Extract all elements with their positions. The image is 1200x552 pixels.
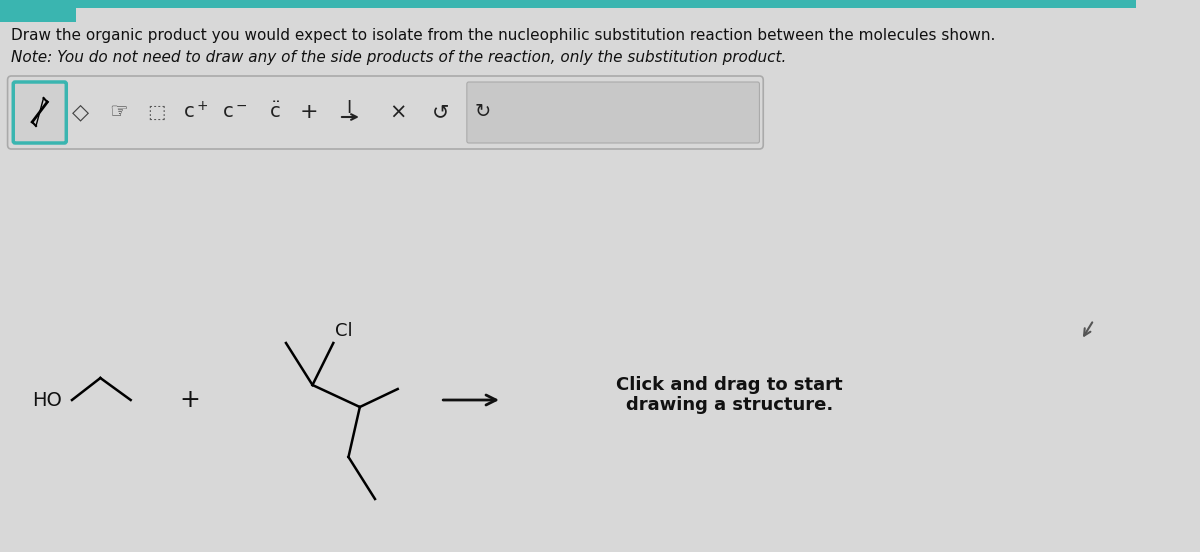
FancyBboxPatch shape (467, 82, 760, 143)
Text: Cl: Cl (335, 322, 353, 340)
Text: Draw the organic product you would expect to isolate from the nucleophilic subst: Draw the organic product you would expec… (11, 28, 996, 43)
Text: I: I (346, 99, 352, 117)
Text: ↻: ↻ (475, 103, 491, 121)
Bar (0, 0, 76, 22)
Text: ⬚: ⬚ (148, 103, 166, 121)
Text: +: + (179, 388, 200, 412)
Text: ☞: ☞ (109, 102, 127, 122)
Text: $\mathrm{c}^-$: $\mathrm{c}^-$ (222, 103, 247, 121)
Bar (0, 0, 1136, 8)
FancyBboxPatch shape (13, 82, 66, 143)
Text: Click and drag to start
drawing a structure.: Click and drag to start drawing a struct… (616, 375, 842, 415)
FancyBboxPatch shape (7, 76, 763, 149)
Text: HO: HO (32, 390, 62, 410)
Text: $\mathrm{c}^+$: $\mathrm{c}^+$ (184, 102, 209, 123)
Text: $\mathrm{\ddot{c}}$: $\mathrm{\ddot{c}}$ (269, 102, 281, 123)
Text: ◇: ◇ (72, 102, 89, 122)
Text: Note: You do not need to draw any of the side products of the reaction, only the: Note: You do not need to draw any of the… (11, 50, 787, 65)
Text: $+$: $+$ (299, 102, 317, 122)
Text: ↺: ↺ (432, 102, 449, 122)
Text: $\times$: $\times$ (389, 102, 406, 122)
